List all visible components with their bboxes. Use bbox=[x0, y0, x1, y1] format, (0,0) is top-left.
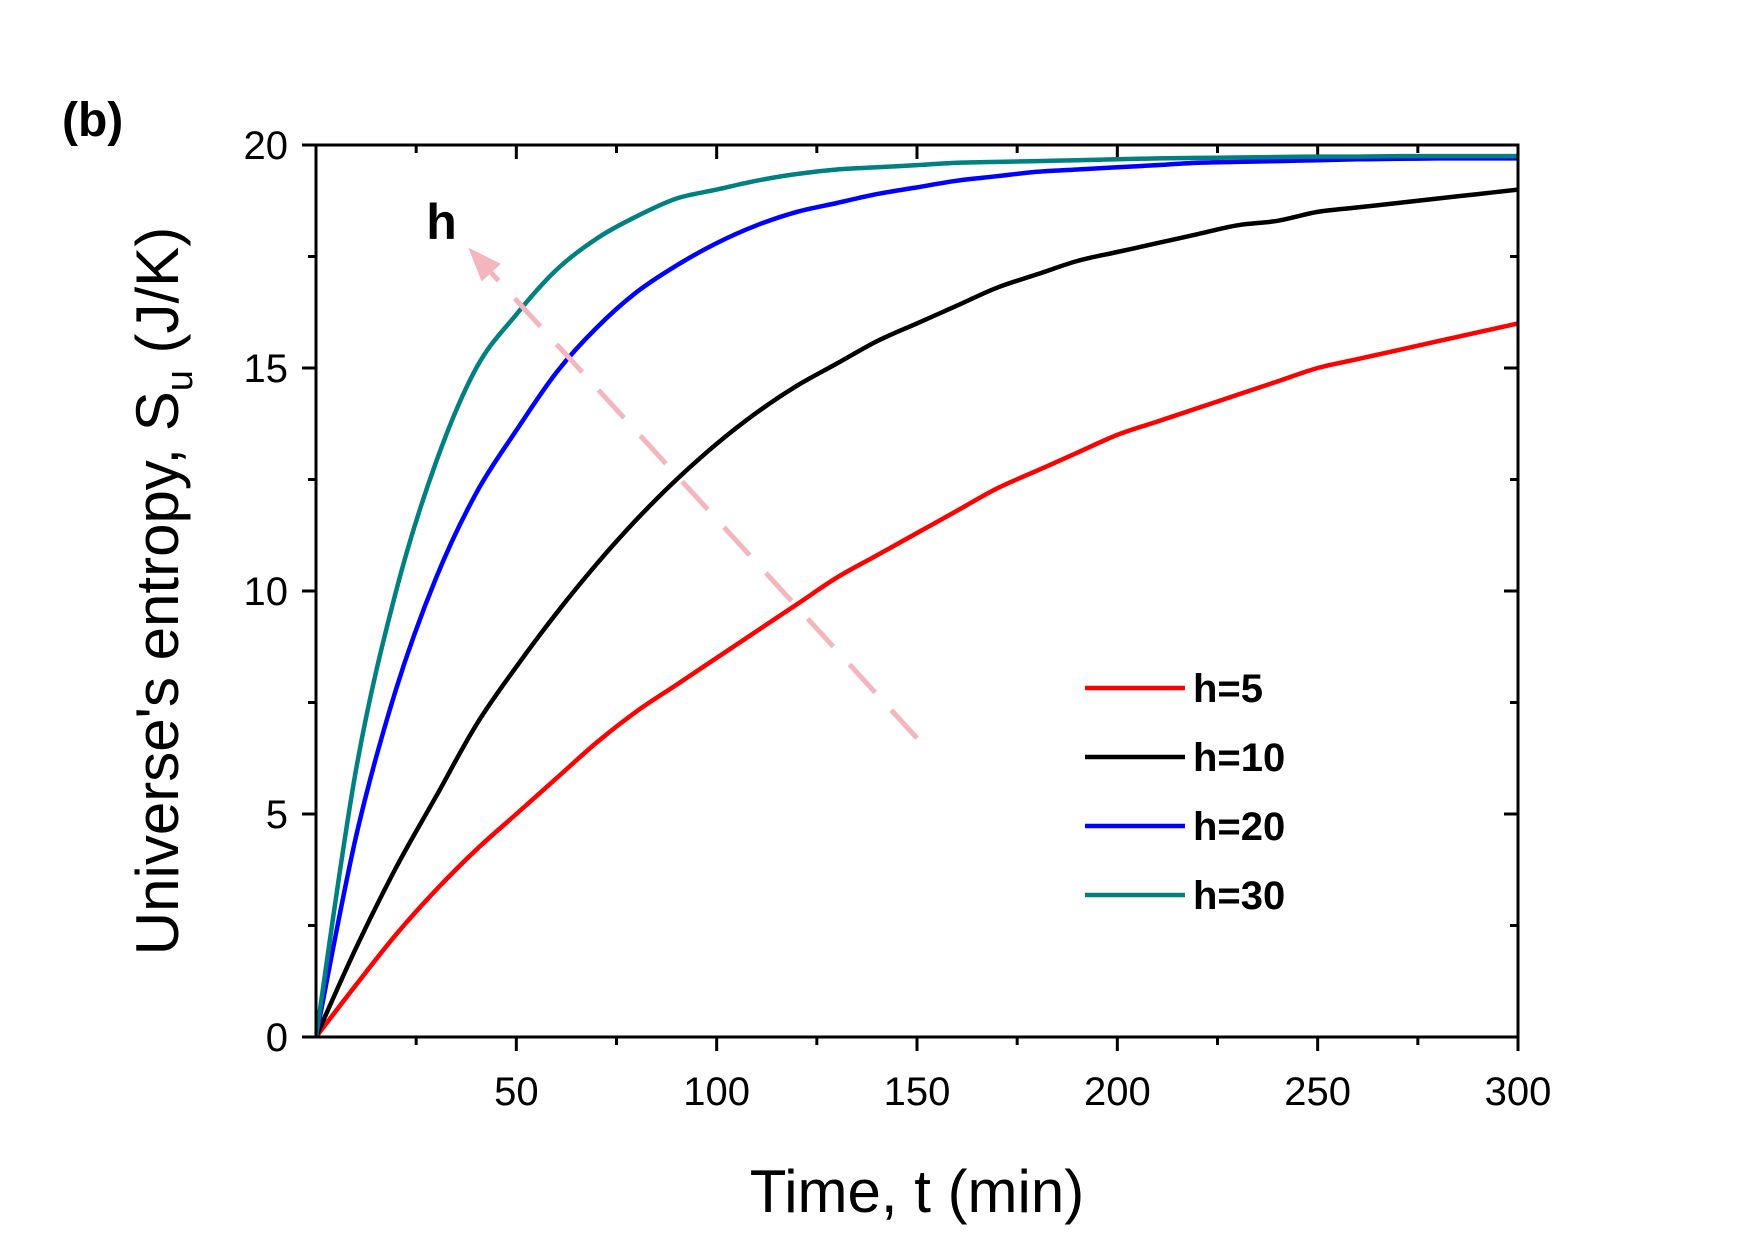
y-tick-label: 0 bbox=[266, 1016, 288, 1060]
series-layer bbox=[316, 153, 1518, 1037]
y-axis-label-subscript: u bbox=[159, 370, 201, 391]
legend-label-h-30: h=30 bbox=[1193, 874, 1285, 918]
x-tick-label: 50 bbox=[494, 1070, 539, 1114]
legend-label-h-20: h=20 bbox=[1193, 805, 1285, 849]
y-axis-label-unit: (J/K) bbox=[124, 227, 191, 370]
y-tick-label: 20 bbox=[244, 124, 289, 168]
y-tick-label: 5 bbox=[266, 793, 288, 837]
annotation-arrow-head bbox=[468, 247, 501, 282]
y-tick-label: 15 bbox=[244, 347, 289, 391]
legend: h=5 h=10 h=20 h=30 bbox=[1085, 667, 1285, 918]
x-tick-label: 250 bbox=[1284, 1070, 1351, 1114]
panel-label: (b) bbox=[62, 94, 123, 147]
series-line-h-5 bbox=[316, 321, 1518, 1037]
x-tick-label: 300 bbox=[1485, 1070, 1552, 1114]
y-tick-label: 10 bbox=[244, 570, 289, 614]
series-line-h-10 bbox=[316, 187, 1518, 1037]
plot-frame bbox=[314, 143, 1520, 1039]
legend-label-h-5: h=5 bbox=[1193, 667, 1263, 711]
legend-label-h-10: h=10 bbox=[1193, 736, 1285, 780]
annotation-layer: h bbox=[426, 194, 919, 740]
y-axis-label-main: Universe's entropy, S bbox=[124, 391, 191, 955]
x-axis-label: Time, t (min) bbox=[750, 1158, 1084, 1225]
series-line-h-30 bbox=[316, 153, 1518, 1037]
x-tick-label: 150 bbox=[884, 1070, 951, 1114]
x-tick-label: 200 bbox=[1084, 1070, 1151, 1114]
x-tick-label: 100 bbox=[683, 1070, 750, 1114]
series-line-h-20 bbox=[316, 156, 1518, 1037]
tick-layer: 50 100 150 200 250 300 0 5 10 15 20 bbox=[244, 124, 1552, 1114]
y-axis-label: Universe's entropy, Su (J/K) bbox=[124, 227, 201, 955]
annotation-label: h bbox=[426, 194, 457, 250]
annotation-arrow-shaft bbox=[489, 270, 919, 740]
